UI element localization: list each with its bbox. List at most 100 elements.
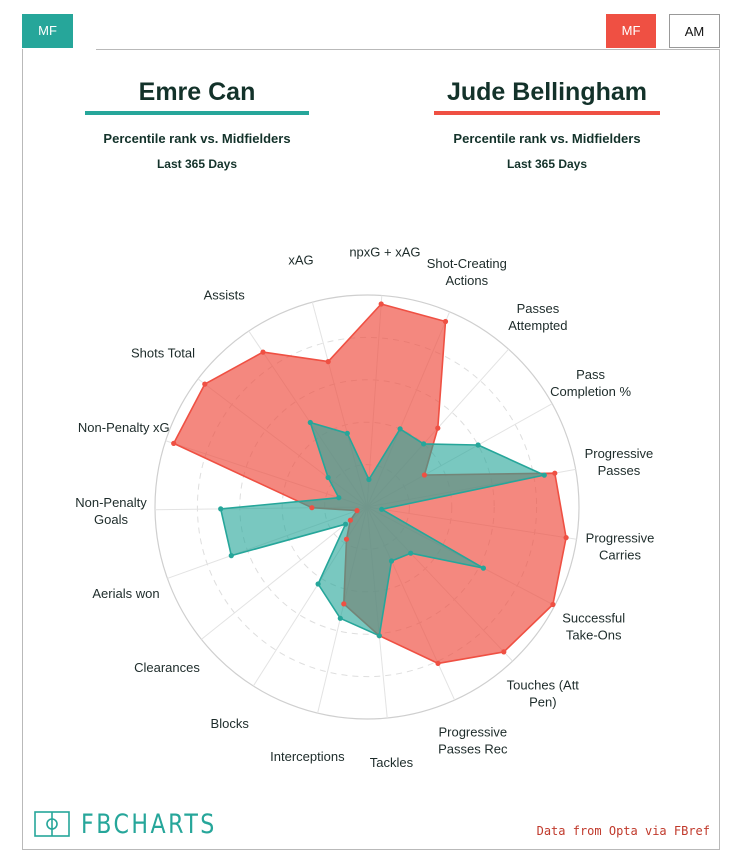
data-point-jude-bellingham <box>378 301 384 307</box>
data-point-jude-bellingham <box>325 359 331 365</box>
data-point-jude-bellingham <box>435 425 441 431</box>
player-underline-right <box>434 111 660 115</box>
data-point-emre-can <box>336 495 342 501</box>
data-point-jude-bellingham <box>260 349 266 355</box>
axis-label-line: Passes Rec <box>438 742 508 757</box>
data-point-emre-can <box>480 565 486 571</box>
axis-label-line: Shots Total <box>131 345 195 360</box>
data-point-emre-can <box>421 441 427 447</box>
axis-label-line: Successful <box>562 610 625 625</box>
grid-spoke <box>201 506 368 640</box>
data-point-jude-bellingham <box>202 381 208 387</box>
axis-label: Passes Attempted <box>508 301 567 333</box>
axis-label: xAG <box>288 253 313 268</box>
axis-label: Progressive Passes Rec <box>438 725 508 757</box>
axis-label: Non-Penalty xG <box>78 420 170 435</box>
data-point-jude-bellingham <box>343 536 350 542</box>
axis-label: Successful Take-Ons <box>562 610 625 642</box>
player-underline-left <box>85 111 309 115</box>
card-top-border <box>96 49 719 50</box>
axis-label-line: Completion % <box>550 384 631 399</box>
subtitle-right: Percentile rank vs. Midfielders <box>453 131 641 146</box>
data-point-emre-can <box>408 550 414 556</box>
data-point-emre-can <box>325 474 331 481</box>
data-point-emre-can <box>342 521 349 527</box>
player-name-left: Emre Can <box>138 78 256 106</box>
data-source: Data from Opta via FBref <box>536 824 710 838</box>
tab-am-right[interactable]: AM <box>669 14 720 48</box>
axis-label: Aerials won <box>92 586 159 601</box>
data-point-jude-bellingham <box>435 660 441 667</box>
fbcharts-logo: FBCHARTS <box>33 808 214 842</box>
axis-label-line: Carries <box>599 547 641 562</box>
axis-label-line: Progressive <box>585 446 654 461</box>
period-right: Last 365 Days <box>506 157 588 171</box>
data-point-jude-bellingham <box>171 440 177 446</box>
axis-label: Tackles <box>370 755 414 770</box>
data-point-emre-can <box>218 506 224 512</box>
data-point-emre-can <box>541 472 547 478</box>
data-point-emre-can <box>475 442 481 448</box>
axis-label-line: Non-Penalty <box>75 495 147 510</box>
axis-label-line: Passes <box>598 463 641 478</box>
pitch-icon <box>34 811 70 837</box>
data-point-emre-can <box>397 426 403 432</box>
grid-ring <box>154 294 580 720</box>
data-point-jude-bellingham <box>501 649 507 655</box>
player-name-right: Jude Bellingham <box>446 78 648 106</box>
data-point-emre-can <box>376 633 382 639</box>
data-point-jude-bellingham <box>552 470 558 476</box>
data-point-emre-can <box>315 581 321 587</box>
axis-label: Interceptions <box>270 749 345 764</box>
data-point-jude-bellingham <box>347 517 353 523</box>
axis-label: npxG + xAG <box>349 245 420 260</box>
axis-label-line: Interceptions <box>270 749 345 764</box>
axis-label-line: Pass <box>576 367 605 382</box>
data-point-jude-bellingham <box>309 505 315 511</box>
data-point-jude-bellingham <box>354 508 360 514</box>
axis-label-line: Tackles <box>370 755 414 770</box>
axis-label: Progressive Passes <box>585 446 654 478</box>
data-point-jude-bellingham <box>421 472 427 478</box>
data-point-emre-can <box>307 419 313 426</box>
axis-label-line: Pen) <box>529 695 556 710</box>
axis-label: Assists <box>204 288 246 303</box>
axis-label-line: Clearances <box>134 660 200 675</box>
axis-label-line: Assists <box>204 288 246 303</box>
axis-label: Touches (Att Pen) <box>507 678 580 710</box>
data-point-emre-can <box>228 553 234 559</box>
data-point-emre-can <box>344 430 350 436</box>
axis-label-line: Passes <box>517 301 560 316</box>
axis-label-line: Touches (Att <box>507 678 580 693</box>
tab-mf-right[interactable]: MF <box>606 14 656 48</box>
data-point-jude-bellingham <box>341 601 347 607</box>
logo-text: FBCHARTS <box>81 809 217 840</box>
series-area-emre-can <box>219 421 546 637</box>
data-point-emre-can <box>388 558 395 564</box>
axis-label: Blocks <box>211 716 250 731</box>
axis-label: Pass Completion % <box>550 367 631 399</box>
axis-label-line: Aerials won <box>92 586 159 601</box>
data-point-jude-bellingham <box>442 318 449 325</box>
period-left: Last 365 Days <box>156 157 238 171</box>
axis-label-line: Non-Penalty xG <box>78 420 170 435</box>
axis-label: Clearances <box>134 660 200 675</box>
axis-label-line: xAG <box>288 253 313 268</box>
axis-label-line: Take-Ons <box>566 627 622 642</box>
axis-label: Shot-Creating Actions <box>427 256 507 288</box>
data-point-emre-can <box>366 476 372 483</box>
tab-mf-left[interactable]: MF <box>22 14 73 48</box>
axis-label-line: Actions <box>445 273 488 288</box>
chart-card <box>22 49 720 850</box>
data-point-emre-can <box>379 506 385 512</box>
axis-label-line: Progressive <box>438 725 507 740</box>
data-point-jude-bellingham <box>563 535 569 541</box>
axis-label-line: Progressive <box>586 530 655 545</box>
axis-label: Shots Total <box>131 345 195 360</box>
axis-label-line: Attempted <box>508 318 567 333</box>
data-point-emre-can <box>337 615 343 621</box>
data-point-jude-bellingham <box>550 601 556 608</box>
axis-label-line: Shot-Creating <box>427 256 507 271</box>
axis-label: Progressive Carries <box>586 530 655 562</box>
